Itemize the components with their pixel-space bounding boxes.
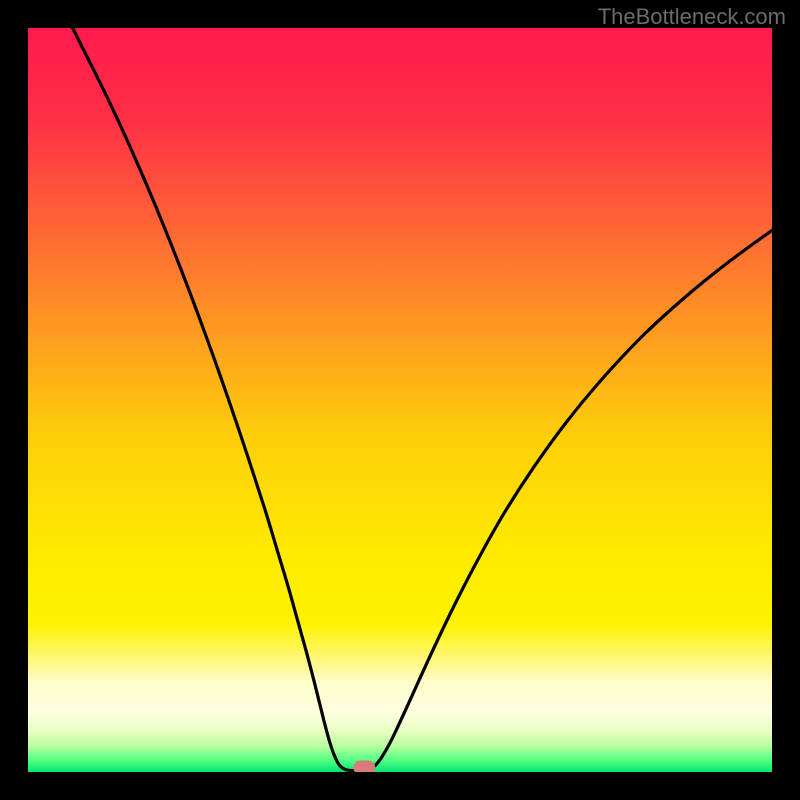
plot-area xyxy=(28,28,772,772)
chart-frame: TheBottleneck.com xyxy=(0,0,800,800)
min-marker xyxy=(28,28,772,772)
watermark-text: TheBottleneck.com xyxy=(598,4,786,30)
